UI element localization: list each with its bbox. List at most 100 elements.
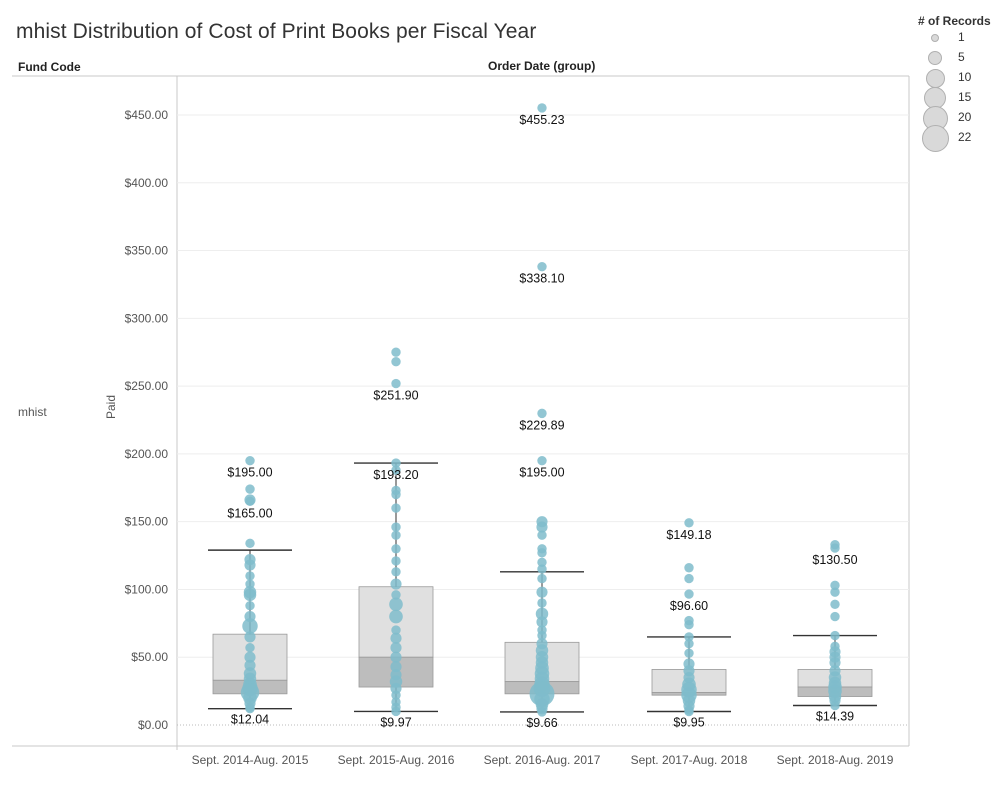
value-label: $14.39 [816, 709, 854, 723]
data-point [830, 580, 840, 591]
legend-size-circle [925, 68, 945, 88]
legend-item: 5 [918, 48, 1000, 68]
data-point [390, 651, 402, 663]
value-label: $195.00 [519, 466, 564, 480]
chart-title: mhist Distribution of Cost of Print Book… [16, 20, 537, 43]
data-point [537, 564, 547, 574]
data-point [390, 578, 402, 590]
data-point [242, 618, 258, 634]
legend-item: 1 [918, 28, 1000, 48]
data-point [391, 378, 401, 389]
value-label: $229.89 [519, 418, 564, 432]
data-point [537, 408, 547, 419]
value-label: $149.18 [666, 528, 711, 542]
data-point [391, 625, 401, 635]
data-point [391, 347, 401, 357]
data-point [830, 611, 840, 622]
value-label: $9.97 [380, 715, 411, 729]
data-point [830, 630, 840, 641]
value-label: $455.23 [519, 113, 564, 127]
data-point [536, 521, 548, 533]
data-point [391, 706, 401, 717]
data-point [830, 587, 840, 597]
fund-code-header: Fund Code [18, 60, 81, 74]
data-point [245, 496, 255, 507]
x-tick-label: Sept. 2016-Aug. 2017 [484, 753, 601, 767]
legend-size-circle [928, 51, 942, 65]
data-point [391, 465, 401, 475]
data-point [391, 690, 401, 700]
row-label-fund: mhist [18, 405, 47, 419]
data-point [537, 573, 547, 584]
y-tick-label: $150.00 [125, 515, 169, 529]
data-point [829, 657, 841, 669]
data-point [245, 571, 255, 581]
y-tick-label: $50.00 [131, 650, 168, 664]
y-tick-label: $200.00 [125, 447, 169, 461]
data-point [537, 455, 547, 466]
data-point [245, 538, 255, 549]
data-point [537, 598, 547, 608]
x-tick-label: Sept. 2017-Aug. 2018 [631, 753, 748, 767]
data-point [537, 707, 547, 717]
data-point [244, 651, 256, 663]
legend-item: 22 [918, 124, 1000, 152]
data-point [389, 597, 403, 612]
size-legend: # of Records 1 5 10 15 20 22 [918, 14, 1000, 152]
x-tick-label: Sept. 2018-Aug. 2019 [777, 753, 894, 767]
data-point [245, 601, 255, 611]
data-point [245, 455, 255, 466]
y-tick-label: $0.00 [138, 718, 168, 732]
data-point [684, 573, 694, 584]
data-point [684, 638, 694, 649]
data-point [389, 609, 403, 624]
data-point [537, 630, 547, 641]
data-point [537, 103, 547, 113]
data-point [830, 599, 840, 610]
x-tick-label: Sept. 2015-Aug. 2016 [338, 753, 455, 767]
legend-label: 20 [958, 110, 972, 124]
legend-item: 10 [918, 68, 1000, 88]
data-point [390, 642, 402, 654]
data-point [391, 489, 401, 500]
value-label: $12.04 [231, 713, 269, 727]
data-point [684, 563, 694, 573]
data-point [391, 590, 401, 600]
value-label: $193.20 [373, 468, 418, 482]
legend-size-circle [921, 124, 949, 152]
data-point [536, 616, 548, 628]
data-point [391, 530, 401, 540]
data-point [245, 579, 255, 589]
data-point [537, 557, 547, 568]
data-point [391, 357, 401, 367]
y-tick-label: $250.00 [125, 379, 169, 393]
data-point [537, 548, 547, 558]
data-point [245, 643, 255, 653]
data-point [684, 589, 694, 599]
data-point [391, 458, 401, 468]
data-point [684, 518, 694, 528]
legend-label: 15 [958, 90, 972, 104]
legend-size-circle [931, 34, 939, 42]
value-label: $96.60 [670, 599, 708, 613]
y-tick-label: $400.00 [125, 176, 169, 190]
data-point [243, 588, 257, 602]
y-tick-label: $300.00 [125, 311, 169, 325]
data-point [245, 484, 255, 494]
data-point [535, 607, 549, 621]
data-point [684, 632, 694, 642]
data-point [391, 567, 401, 577]
data-point [391, 556, 401, 566]
data-point [390, 661, 402, 673]
data-point [684, 648, 694, 658]
data-point [244, 631, 256, 643]
data-point [536, 586, 548, 598]
data-point [684, 619, 694, 630]
legend-label: 1 [958, 30, 965, 44]
value-label: $165.00 [227, 506, 272, 520]
data-point [391, 503, 401, 513]
value-label: $195.00 [227, 466, 272, 480]
value-label: $338.10 [519, 272, 564, 286]
data-point [244, 559, 256, 571]
